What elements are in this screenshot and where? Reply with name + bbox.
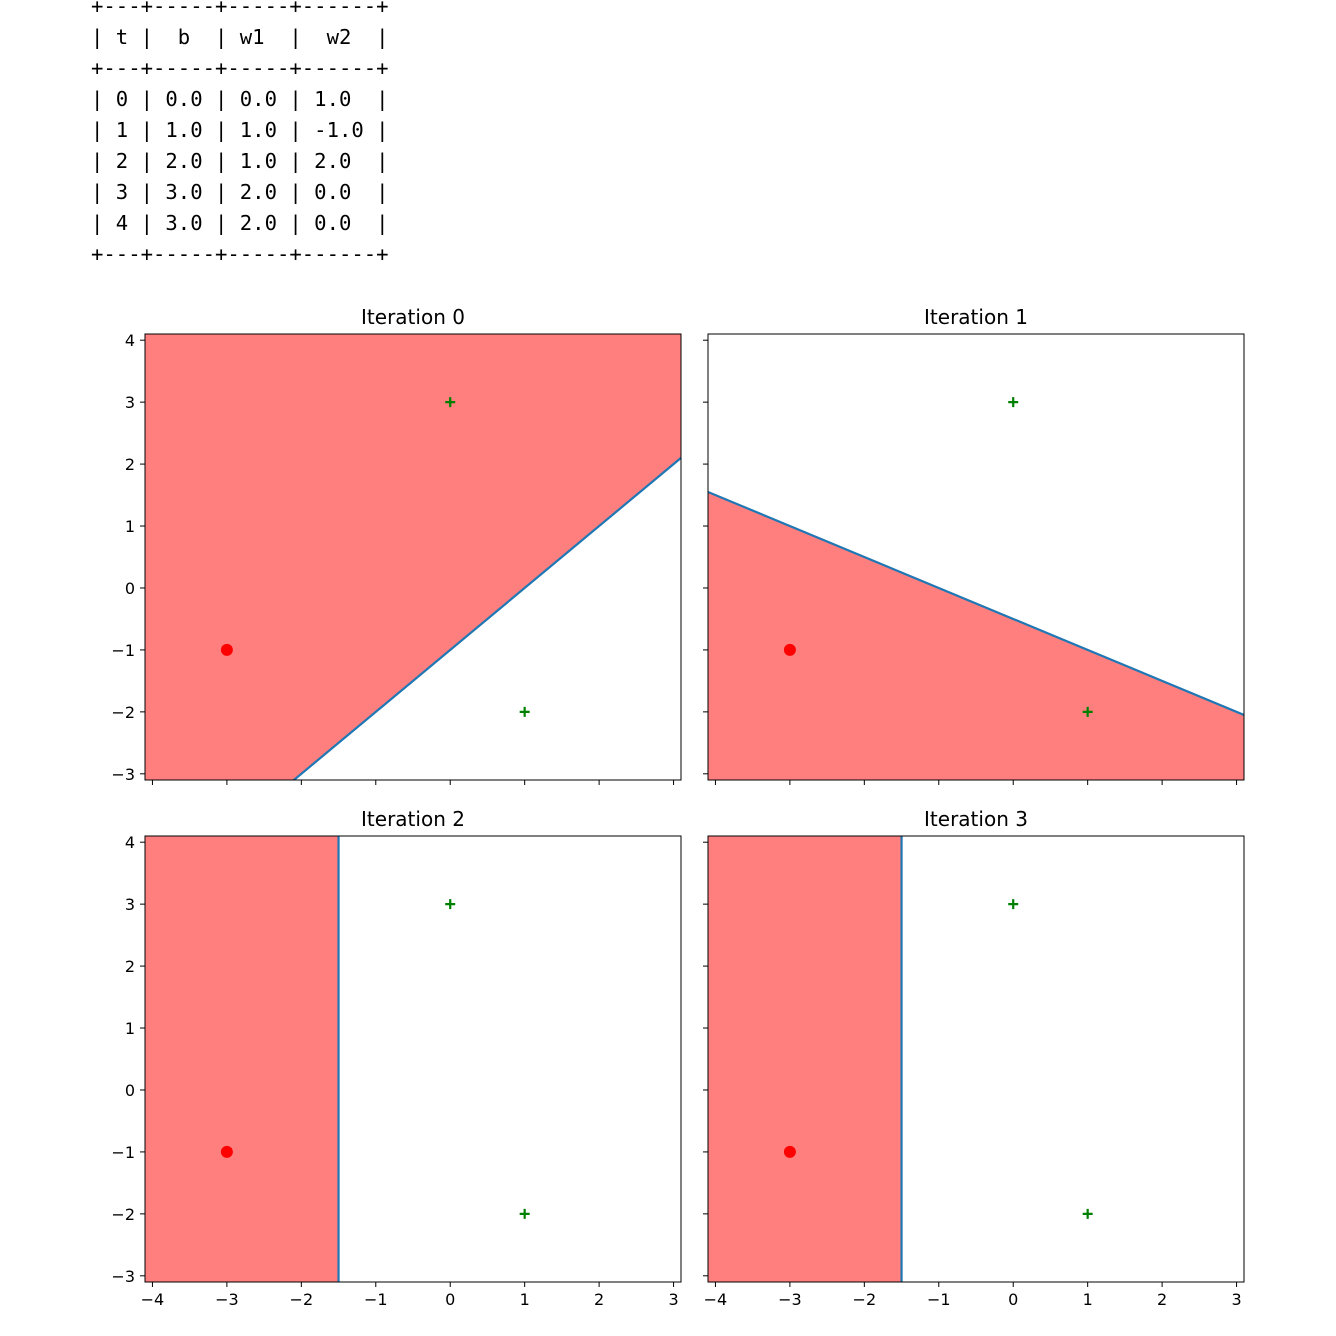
positive-point: [1008, 899, 1019, 910]
y-tick-label: 4: [125, 331, 135, 350]
y-tick-label: 1: [125, 517, 135, 536]
x-tick-label: 2: [1157, 1290, 1167, 1309]
y-tick-label: 0: [125, 1081, 135, 1100]
x-tick-label: 0: [445, 1290, 455, 1309]
x-tick-label: −4: [141, 1290, 165, 1309]
x-tick-label: 3: [668, 1290, 678, 1309]
y-tick-label: −3: [111, 765, 135, 784]
x-tick-label: 3: [1231, 1290, 1241, 1309]
y-tick-label: −3: [111, 1267, 135, 1286]
positive-point: [1082, 1208, 1093, 1219]
positive-point: [519, 706, 530, 717]
x-tick-label: −3: [778, 1290, 802, 1309]
x-tick-label: 0: [1008, 1290, 1018, 1309]
positive-point: [1008, 397, 1019, 408]
plot-iteration-2: −4 −3 −2 −1 0 1 2 3 −3 −2 −1 0 1 2 3 4 Iteration 2: [111, 807, 682, 1309]
x-tick-label: 1: [1083, 1290, 1093, 1309]
x-tick-label: −1: [927, 1290, 951, 1309]
negative-point: [783, 643, 796, 656]
plot-title: Iteration 3: [924, 807, 1028, 831]
plot-iteration-1: Iteration 1: [703, 305, 1245, 785]
negative-point: [220, 643, 233, 656]
y-tick-label: −1: [111, 1143, 135, 1162]
y-tick-label: 1: [125, 1019, 135, 1038]
plot-title: Iteration 1: [924, 305, 1028, 329]
negative-point: [783, 1145, 796, 1158]
y-tick-label: 3: [125, 895, 135, 914]
decision-region: [145, 836, 339, 1282]
x-tick-label: −3: [215, 1290, 239, 1309]
plot-title: Iteration 2: [361, 807, 465, 831]
y-tick-label: 2: [125, 455, 135, 474]
y-tick-label: 2: [125, 957, 135, 976]
plot-iteration-3: −4 −3 −2 −1 0 1 2 3 Iteration 3: [703, 807, 1245, 1309]
positive-point: [445, 397, 456, 408]
x-tick-label: −2: [290, 1290, 314, 1309]
decision-boundary: [708, 490, 1244, 716]
x-tick-label: −2: [853, 1290, 877, 1309]
y-tick-label: 4: [125, 833, 135, 852]
positive-point: [445, 899, 456, 910]
x-tick-label: −4: [704, 1290, 728, 1309]
y-tick-label: −1: [111, 641, 135, 660]
plot-frame: [707, 835, 1245, 1283]
y-tick-label: −2: [111, 1205, 135, 1224]
weights-table: +---+-----+-----+------+ | t | b | w1 | …: [91, 0, 389, 266]
decision-boundary: [292, 457, 681, 780]
plot-frame: [144, 835, 682, 1283]
decision-region: [708, 836, 902, 1282]
x-tick-label: 2: [594, 1290, 604, 1309]
decision-region: [708, 491, 1244, 780]
x-tick-label: 1: [520, 1290, 530, 1309]
positive-point: [1082, 706, 1093, 717]
plot-frame: [144, 333, 682, 781]
positive-point: [519, 1208, 530, 1219]
y-tick-label: 0: [125, 579, 135, 598]
y-tick-label: −2: [111, 703, 135, 722]
decision-region: [145, 334, 681, 780]
plot-title: Iteration 0: [361, 305, 465, 329]
x-tick-label: −1: [364, 1290, 388, 1309]
negative-point: [220, 1145, 233, 1158]
plot-iteration-0: −3 −2 −1 0 1 2 3 4 Iteration 0: [111, 305, 682, 785]
y-tick-label: 3: [125, 393, 135, 412]
plot-frame: [707, 333, 1245, 781]
